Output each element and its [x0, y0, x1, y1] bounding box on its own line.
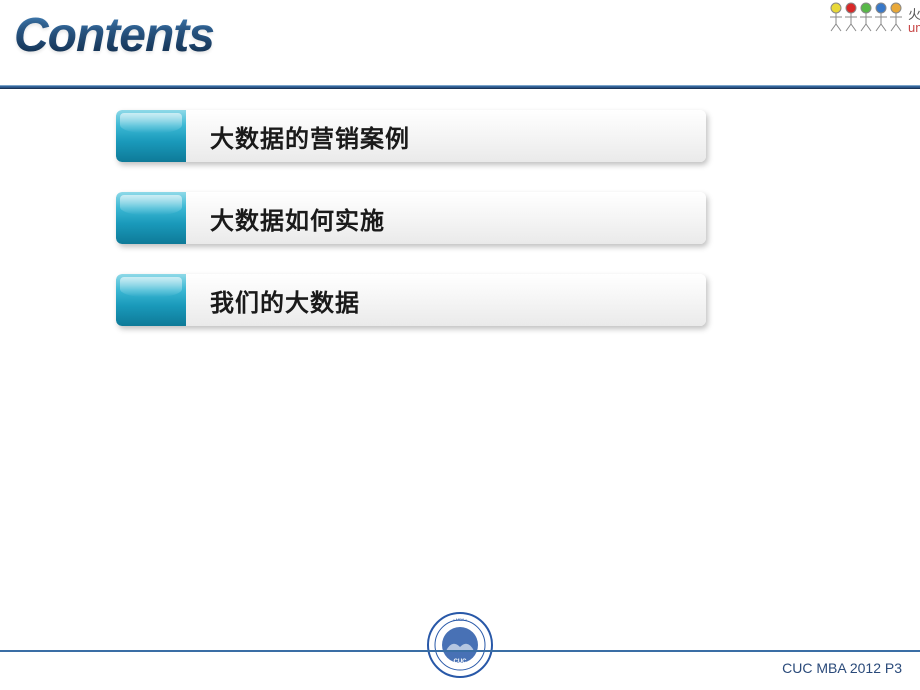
contents-item-2: 大数据如何实施 [116, 192, 706, 244]
watermark-logo: 火龙果 □整理 uml.org.cn [828, 2, 906, 30]
item-tab-icon [116, 192, 186, 244]
svg-text:• MBA •: • MBA • [453, 617, 467, 622]
item-label: 大数据如何实施 [210, 201, 385, 236]
item-tab-icon [116, 110, 186, 162]
page-title: Contents [14, 8, 214, 63]
item-tab-icon [116, 274, 186, 326]
contents-list: 大数据的营销案例 大数据如何实施 我们的大数据 [116, 110, 706, 356]
watermark-text2: uml.org.cn [908, 20, 920, 35]
footer-seal-icon: CUC • MBA • [426, 611, 494, 684]
contents-item-3: 我们的大数据 [116, 274, 706, 326]
svg-text:CUC: CUC [454, 659, 468, 665]
header-divider [0, 85, 920, 89]
contents-item-1: 大数据的营销案例 [116, 110, 706, 162]
footer-divider [0, 650, 920, 652]
item-label: 我们的大数据 [210, 283, 360, 318]
item-label: 大数据的营销案例 [210, 119, 410, 154]
footer-text: CUC MBA 2012 P3 [782, 660, 902, 676]
logo-stick-figures [828, 2, 906, 32]
